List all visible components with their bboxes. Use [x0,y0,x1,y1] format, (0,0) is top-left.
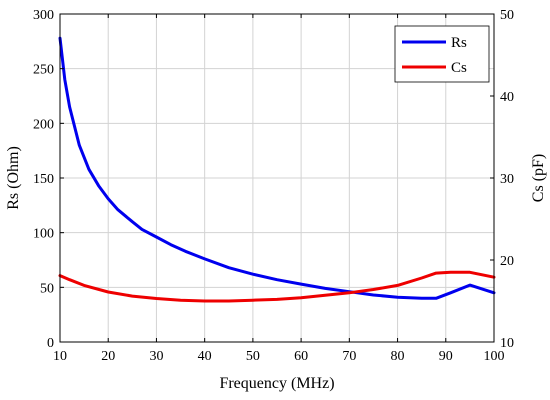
y-left-tick-label: 300 [33,8,54,23]
x-tick-label: 50 [246,349,260,364]
legend-label-rs: Rs [451,35,467,51]
x-axis-label: Frequency (MHz) [219,375,334,392]
y-right-tick-label: 40 [500,90,514,105]
y-left-tick-label: 150 [33,172,54,187]
y-left-tick-label: 250 [33,63,54,78]
series-lines [58,36,496,303]
y-left-tick-label: 50 [40,281,54,296]
y-right-tick-label: 10 [500,336,514,351]
x-tick-label: 80 [391,349,405,364]
y-axis-label-right: Cs (pF) [530,154,547,202]
x-tick-label: 90 [439,349,453,364]
x-tick-label: 70 [342,349,356,364]
y-left-tick-label: 0 [47,336,54,351]
legend-box [394,25,490,83]
x-tick-label: 60 [294,349,308,364]
x-tick-label: 10 [53,349,67,364]
x-tick-label: 20 [101,349,115,364]
series-line-rs [58,36,496,300]
y-right-tick-label: 30 [500,172,514,187]
y-left-tick-label: 200 [33,117,54,132]
y-right-tick-label: 50 [500,8,514,23]
y-right-tick-label: 20 [500,254,514,269]
y-axis-label-left: Rs (Ohm) [5,146,22,210]
x-tick-label: 30 [149,349,163,364]
legend: Rs Cs [394,25,490,83]
series-line-cs [58,270,496,303]
x-tick-label: 100 [484,349,505,364]
axis-ticks: 10 20 30 40 50 60 70 80 90 100 0 50 100 150 200 250 300 1… [33,8,514,364]
y-left-tick-label: 100 [33,227,54,242]
x-tick-label: 40 [198,349,212,364]
legend-label-cs: Cs [451,60,467,76]
